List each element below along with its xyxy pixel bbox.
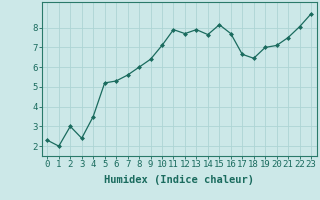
X-axis label: Humidex (Indice chaleur): Humidex (Indice chaleur): [104, 175, 254, 185]
